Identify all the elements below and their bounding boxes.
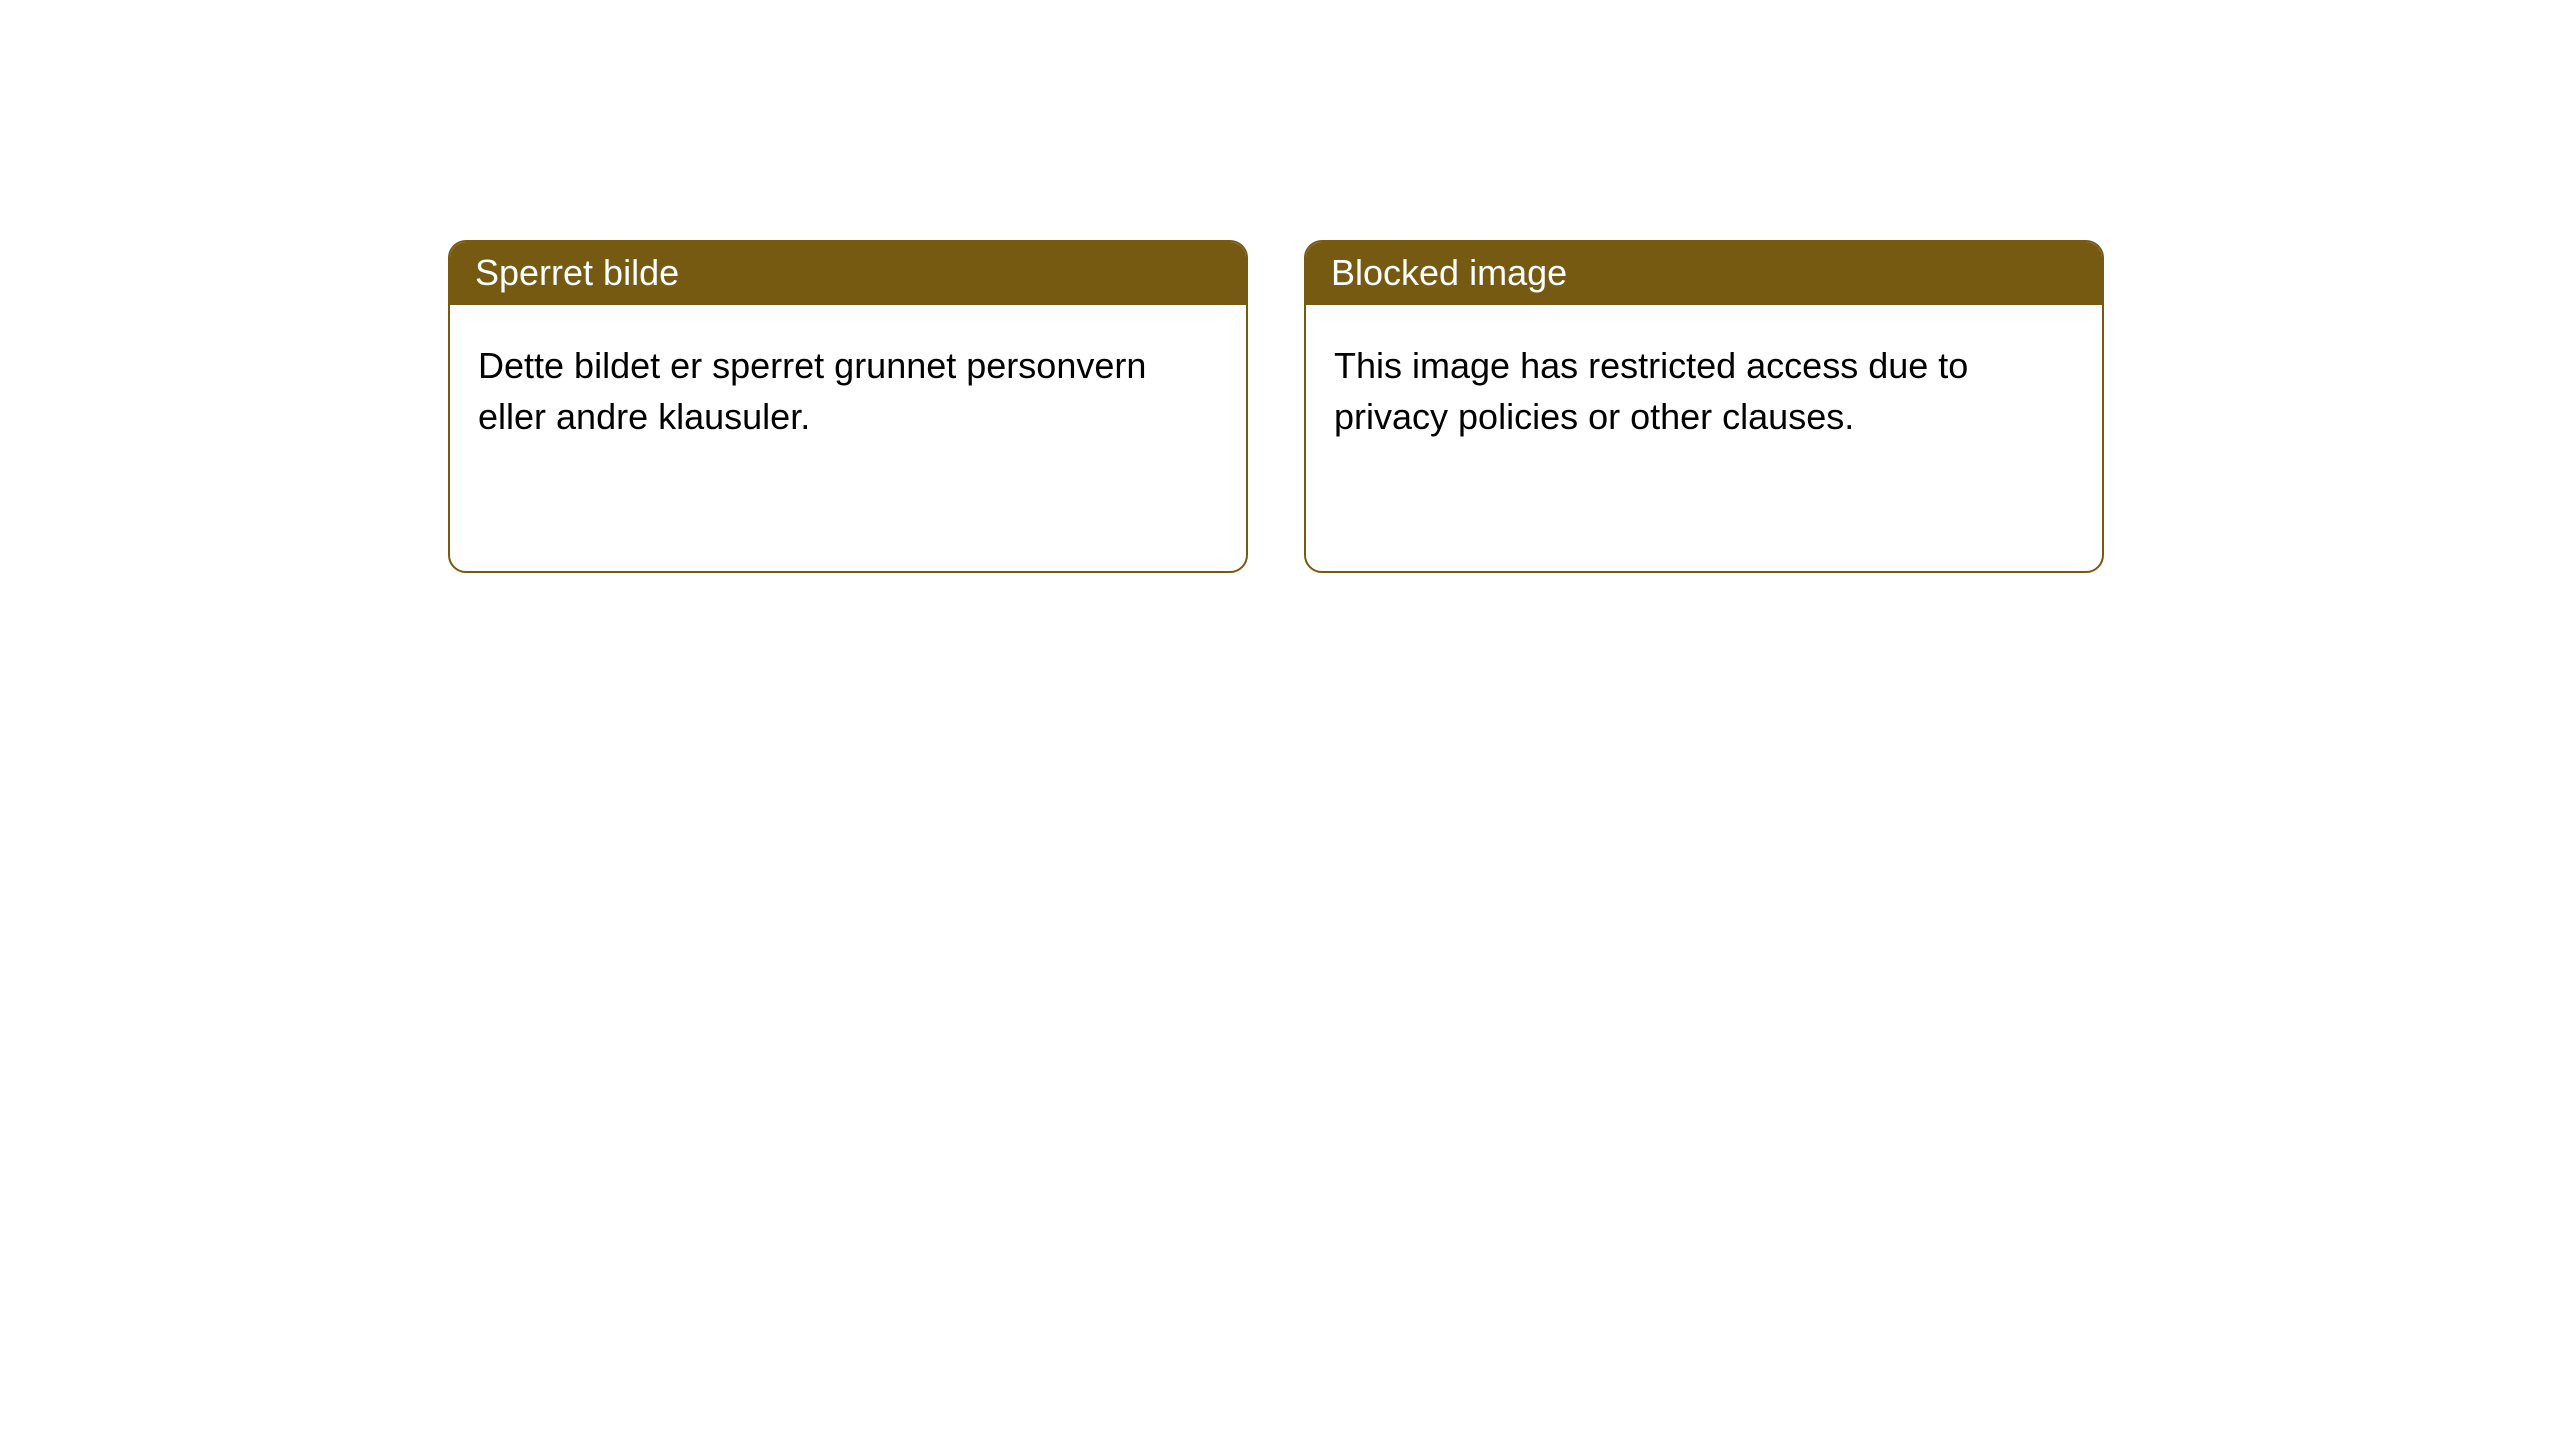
card-header: Blocked image	[1306, 242, 2102, 305]
card-body: Dette bildet er sperret grunnet personve…	[450, 305, 1246, 477]
card-title: Blocked image	[1331, 252, 1567, 293]
card-body: This image has restricted access due to …	[1306, 305, 2102, 477]
card-body-text: Dette bildet er sperret grunnet personve…	[478, 345, 1146, 437]
card-title: Sperret bilde	[475, 252, 679, 293]
blocked-image-card-no: Sperret bilde Dette bildet er sperret gr…	[448, 240, 1248, 573]
card-body-text: This image has restricted access due to …	[1334, 345, 1968, 437]
card-header: Sperret bilde	[450, 242, 1246, 305]
blocked-image-card-en: Blocked image This image has restricted …	[1304, 240, 2104, 573]
notice-cards-row: Sperret bilde Dette bildet er sperret gr…	[0, 0, 2560, 573]
